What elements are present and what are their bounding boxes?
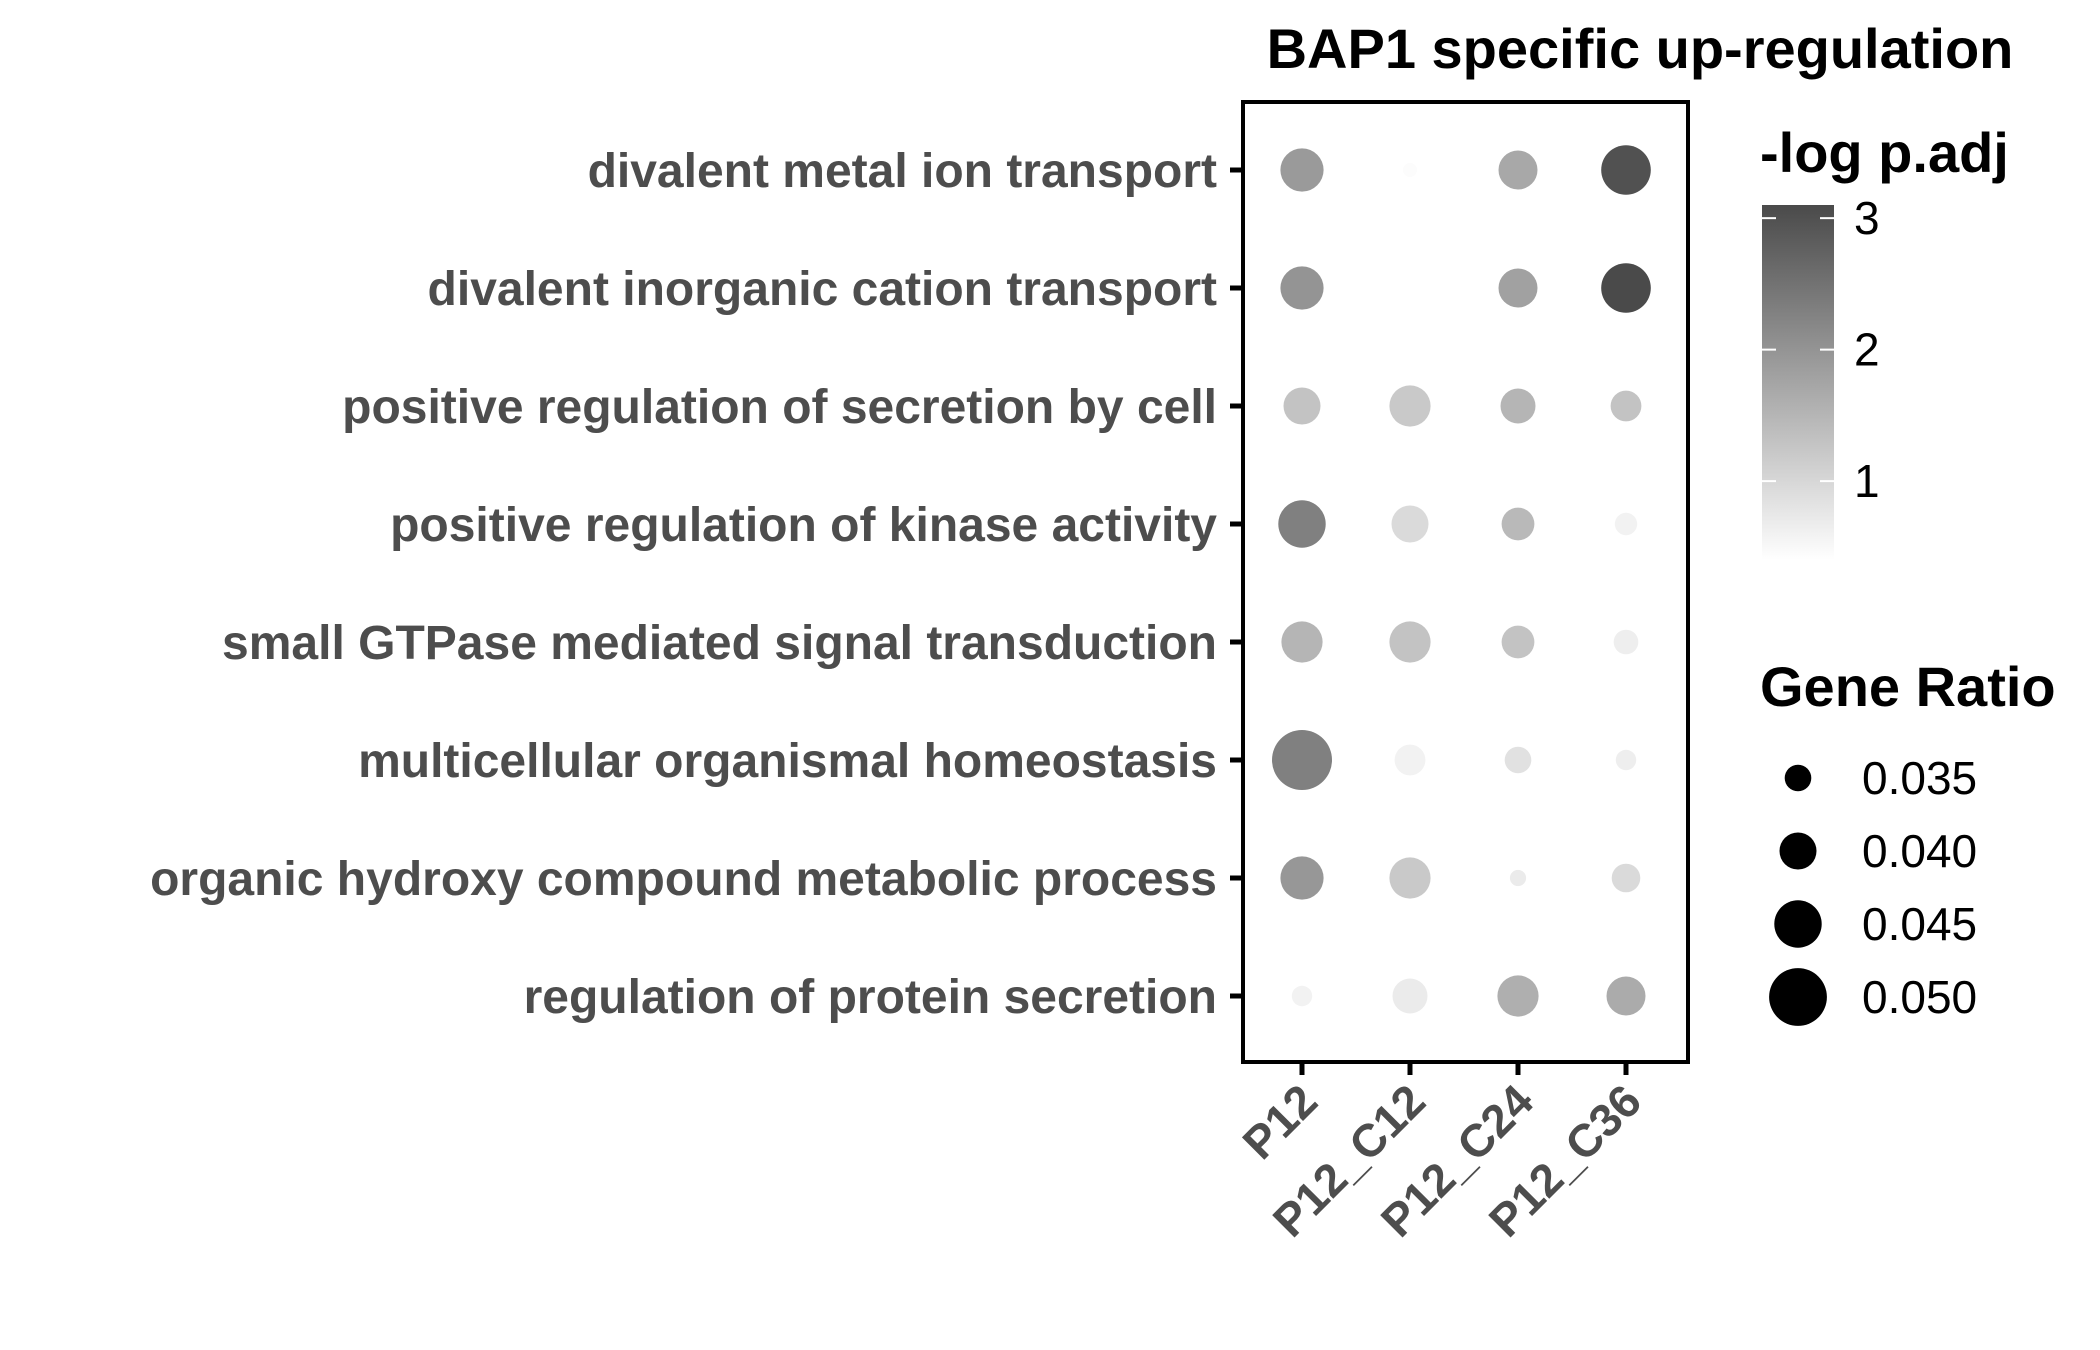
- y-axis: divalent metal ion transport divalent ino…: [150, 145, 1243, 1024]
- point-15: [1614, 512, 1638, 536]
- point-17: [1389, 621, 1431, 663]
- x-tick-label: P12: [1232, 1074, 1327, 1169]
- point-29: [1392, 978, 1428, 1014]
- colorbar-tick-label: 3: [1854, 192, 1880, 244]
- size-legend-key-2: [1779, 832, 1817, 870]
- point-13: [1391, 505, 1429, 543]
- point-25: [1389, 857, 1431, 899]
- y-tick-label: organic hydroxy compound metabolic proce…: [150, 853, 1217, 906]
- y-tick-label: positive regulation of secretion by cell: [342, 381, 1217, 434]
- point-14: [1501, 507, 1535, 541]
- point-19: [1613, 629, 1639, 655]
- point-16: [1281, 621, 1323, 663]
- point-5: [1280, 266, 1324, 310]
- point-12: [1278, 500, 1326, 548]
- y-tick-label: positive regulation of kinase activity: [390, 499, 1217, 552]
- size-legend-title: Gene Ratio: [1760, 655, 2056, 718]
- point-22: [1504, 746, 1532, 774]
- point-1: [1280, 148, 1324, 192]
- y-tick-label: multicellular organismal homeostasis: [358, 735, 1217, 788]
- y-tick-label: divalent metal ion transport: [588, 145, 1217, 198]
- points-layer: [1272, 145, 1651, 1017]
- colorbar-ticks: 1 2 3: [1762, 192, 1880, 507]
- y-tick-label: regulation of protein secretion: [524, 971, 1217, 1024]
- point-8: [1283, 387, 1321, 425]
- point-24: [1280, 856, 1324, 900]
- point-3: [1498, 150, 1538, 190]
- point-21: [1394, 744, 1426, 776]
- size-legend: Gene Ratio 0.035 0.040 0.045 0.050: [1760, 655, 2056, 1026]
- colorbar-tick-label: 2: [1854, 324, 1880, 376]
- point-30: [1497, 975, 1539, 1017]
- point-2: [1403, 163, 1417, 177]
- point-26: [1509, 869, 1527, 887]
- point-10: [1500, 388, 1536, 424]
- size-legend-label: 0.035: [1862, 752, 1977, 804]
- point-23: [1615, 749, 1637, 771]
- size-legend-key-1: [1784, 764, 1812, 792]
- point-28: [1291, 985, 1313, 1007]
- size-legend-label: 0.045: [1862, 898, 1977, 950]
- point-11: [1610, 390, 1642, 422]
- color-legend-title: -log p.adj: [1760, 121, 2009, 184]
- point-9: [1389, 385, 1431, 427]
- point-27: [1611, 863, 1641, 893]
- size-legend-label: 0.040: [1862, 825, 1977, 877]
- panel-border: [1241, 100, 1690, 1064]
- size-legend-items: 0.035 0.040 0.045 0.050: [1769, 752, 1977, 1026]
- point-20: [1272, 730, 1332, 790]
- color-legend: -log p.adj 1 2 3: [1760, 121, 2009, 560]
- size-legend-key-4: [1769, 968, 1827, 1026]
- point-4: [1601, 145, 1651, 195]
- colorbar: [1762, 205, 1834, 560]
- size-legend-key-3: [1774, 900, 1822, 948]
- size-legend-label: 0.050: [1862, 971, 1977, 1023]
- point-31: [1606, 976, 1646, 1016]
- point-18: [1501, 625, 1535, 659]
- colorbar-tick-label: 1: [1854, 455, 1880, 507]
- point-7: [1601, 263, 1651, 313]
- y-tick-label: divalent inorganic cation transport: [428, 263, 1217, 316]
- chart-title: BAP1 specific up-regulation: [1267, 17, 2014, 80]
- y-tick-label: small GTPase mediated signal transductio…: [222, 617, 1217, 670]
- point-6: [1498, 268, 1538, 308]
